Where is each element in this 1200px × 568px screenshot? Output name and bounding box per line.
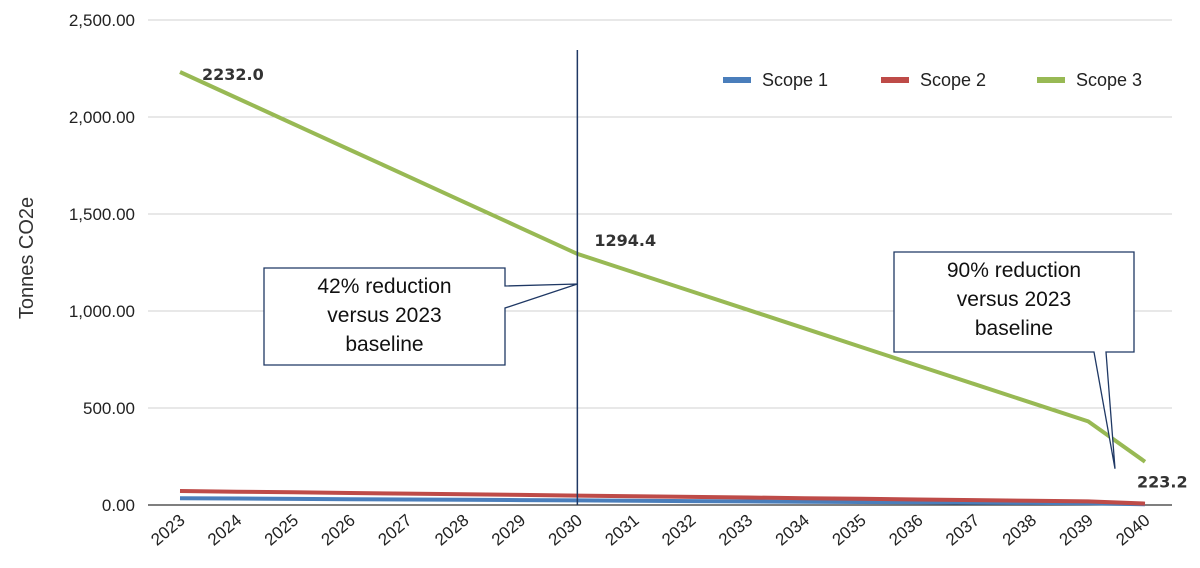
x-tick-label: 2033 [715, 511, 756, 550]
series-line-scope-1 [179, 496, 1146, 507]
x-tick-label: 2035 [829, 511, 870, 550]
y-tick-label: 2,500.00 [69, 11, 135, 30]
legend-swatch [881, 77, 909, 83]
series-line-scope-3 [179, 70, 1147, 464]
x-tick-label: 2036 [885, 511, 926, 550]
x-tick-label: 2025 [261, 511, 302, 550]
x-tick-label: 2038 [999, 511, 1040, 550]
y-axis-label: Tonnes CO2e [16, 197, 38, 319]
y-tick-label: 1,500.00 [69, 205, 135, 224]
x-tick-label: 2029 [488, 511, 529, 550]
x-tick-labels: 2023 2024 2025 2026 2027 2028 2029 2030 2031 2032… [147, 511, 1153, 550]
annotation-callout-box [263, 267, 578, 366]
annotation-text-line: 90% reduction [947, 259, 1081, 282]
x-tick-label: 2030 [545, 511, 586, 550]
x-tick-label: 2026 [318, 511, 359, 550]
data-label: 223.2 [1137, 473, 1188, 492]
legend-label: Scope 1 [762, 70, 828, 90]
data-label: 2232.0 [202, 65, 264, 84]
x-tick-label: 2032 [658, 511, 699, 550]
y-tick-label: 500.00 [83, 399, 135, 418]
x-tick-label: 2039 [1056, 511, 1097, 550]
data-label: 1294.4 [594, 231, 656, 250]
y-tick-labels: 0.00 500.00 1,000.00 1,500.00 2,000.00 2,500.… [69, 11, 135, 515]
annotation-text-line: baseline [975, 317, 1053, 340]
legend-label: Scope 2 [920, 70, 986, 90]
series-line-scope-2 [179, 489, 1146, 506]
annotation-text-line: versus 2023 [957, 288, 1071, 311]
data-labels: 2232.0 1294.4 223.2 [202, 65, 1188, 492]
y-tick-label: 1,000.00 [69, 302, 135, 321]
legend-swatch [1037, 77, 1065, 83]
y-tick-label: 0.00 [102, 496, 135, 515]
annotation-text-line: versus 2023 [327, 304, 441, 327]
x-tick-label: 2034 [772, 511, 813, 550]
x-tick-label: 2028 [431, 511, 472, 550]
annotations: 42% reduction versus 2023 baseline 90% redu… [263, 251, 1135, 469]
x-tick-label: 2024 [204, 511, 245, 550]
x-tick-label: 2040 [1112, 511, 1153, 550]
annotation-callout-box [893, 251, 1135, 469]
x-tick-label: 2031 [601, 511, 642, 550]
legend-swatch [723, 77, 751, 83]
y-tick-label: 2,000.00 [69, 108, 135, 127]
annotation-text-line: 42% reduction [317, 275, 451, 298]
legend: Scope 1 Scope 2 Scope 3 [723, 70, 1142, 90]
x-tick-label: 2037 [942, 511, 983, 550]
x-tick-label: 2027 [374, 511, 415, 550]
annotation-text-line: baseline [345, 333, 423, 356]
legend-label: Scope 3 [1076, 70, 1142, 90]
series-lines [179, 70, 1147, 507]
x-tick-label: 2023 [147, 511, 188, 550]
